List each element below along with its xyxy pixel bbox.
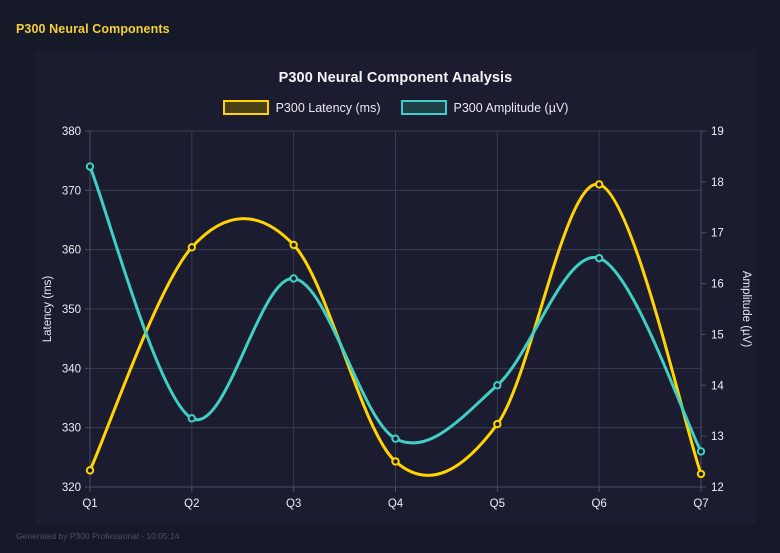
grid-lines <box>89 130 702 488</box>
data-point-latency-Q6[interactable] <box>594 180 604 189</box>
data-point-amplitude-Q2[interactable] <box>187 414 197 423</box>
data-point-amplitude-Q5[interactable] <box>493 381 502 390</box>
data-series <box>85 162 706 479</box>
svg-text:Q3: Q3 <box>286 498 301 510</box>
right-axis-ticks: 12 13 14 15 16 17 18 19 <box>701 126 724 494</box>
chart-panel: P300 Neural Component Analysis P300 Late… <box>35 50 756 524</box>
svg-text:18: 18 <box>711 177 724 189</box>
svg-text:360: 360 <box>62 245 81 257</box>
svg-text:Q1: Q1 <box>82 498 97 510</box>
svg-text:12: 12 <box>711 482 724 494</box>
svg-text:330: 330 <box>62 423 81 435</box>
svg-text:370: 370 <box>62 185 81 197</box>
footer-note: Generated by P300 Professional - 10:05:1… <box>16 531 180 541</box>
data-point-amplitude-Q4[interactable] <box>391 434 400 443</box>
svg-text:380: 380 <box>62 126 81 138</box>
svg-text:14: 14 <box>711 380 724 392</box>
legend-label-amplitude: P300 Amplitude (µV) <box>453 100 569 115</box>
data-point-latency-Q7[interactable] <box>696 469 706 479</box>
data-point-amplitude-Q6[interactable] <box>594 253 604 263</box>
data-point-amplitude-Q7[interactable] <box>696 447 706 456</box>
legend-item-amplitude[interactable]: P300 Amplitude (µV) <box>400 100 569 115</box>
right-axis-title: Amplitude (µV) <box>740 271 752 347</box>
data-point-latency-Q3[interactable] <box>289 240 298 250</box>
data-point-latency-Q5[interactable] <box>493 419 502 429</box>
svg-text:Q7: Q7 <box>693 498 708 510</box>
left-axis-title: Latency (ms) <box>42 276 54 343</box>
chart-title: P300 Neural Component Analysis <box>278 70 513 86</box>
legend-swatch-latency <box>222 100 269 115</box>
chart-legend: P300 Latency (ms) P300 Amplitude (µV) <box>35 100 756 115</box>
legend-swatch-amplitude <box>400 100 447 115</box>
svg-text:13: 13 <box>711 431 724 443</box>
data-point-amplitude-Q1[interactable] <box>85 162 95 171</box>
svg-text:Q6: Q6 <box>591 498 606 510</box>
svg-text:Q4: Q4 <box>388 498 404 510</box>
axis-titles: Latency (ms) Amplitude (µV) <box>42 271 752 347</box>
data-point-latency-Q4[interactable] <box>391 457 400 466</box>
svg-text:16: 16 <box>711 279 724 291</box>
svg-text:15: 15 <box>711 329 724 341</box>
svg-text:350: 350 <box>62 304 81 316</box>
data-point-latency-Q2[interactable] <box>187 243 197 252</box>
data-point-latency-Q1[interactable] <box>85 466 95 475</box>
left-axis-ticks: 320 330 340 350 360 370 380 <box>62 126 90 494</box>
x-axis-ticks: Q1 Q2 Q3 Q4 Q5 Q6 Q7 <box>82 487 709 510</box>
svg-text:19: 19 <box>711 126 724 138</box>
svg-text:340: 340 <box>62 363 81 375</box>
data-point-amplitude-Q3[interactable] <box>289 274 298 283</box>
svg-text:Q2: Q2 <box>184 498 199 510</box>
legend-label-latency: P300 Latency (ms) <box>275 100 381 115</box>
svg-text:17: 17 <box>711 228 724 240</box>
plot-svg: 320 330 340 350 360 370 380 12 13 14 15 16 17 18 19 Q… <box>42 126 752 510</box>
page-title: P300 Neural Components <box>16 22 170 36</box>
svg-text:320: 320 <box>62 482 81 494</box>
svg-text:Q5: Q5 <box>490 498 505 510</box>
legend-item-latency[interactable]: P300 Latency (ms) <box>222 100 381 115</box>
plot-area: 320 330 340 350 360 370 380 12 13 14 15 16 17 18 19 Q… <box>35 50 756 524</box>
